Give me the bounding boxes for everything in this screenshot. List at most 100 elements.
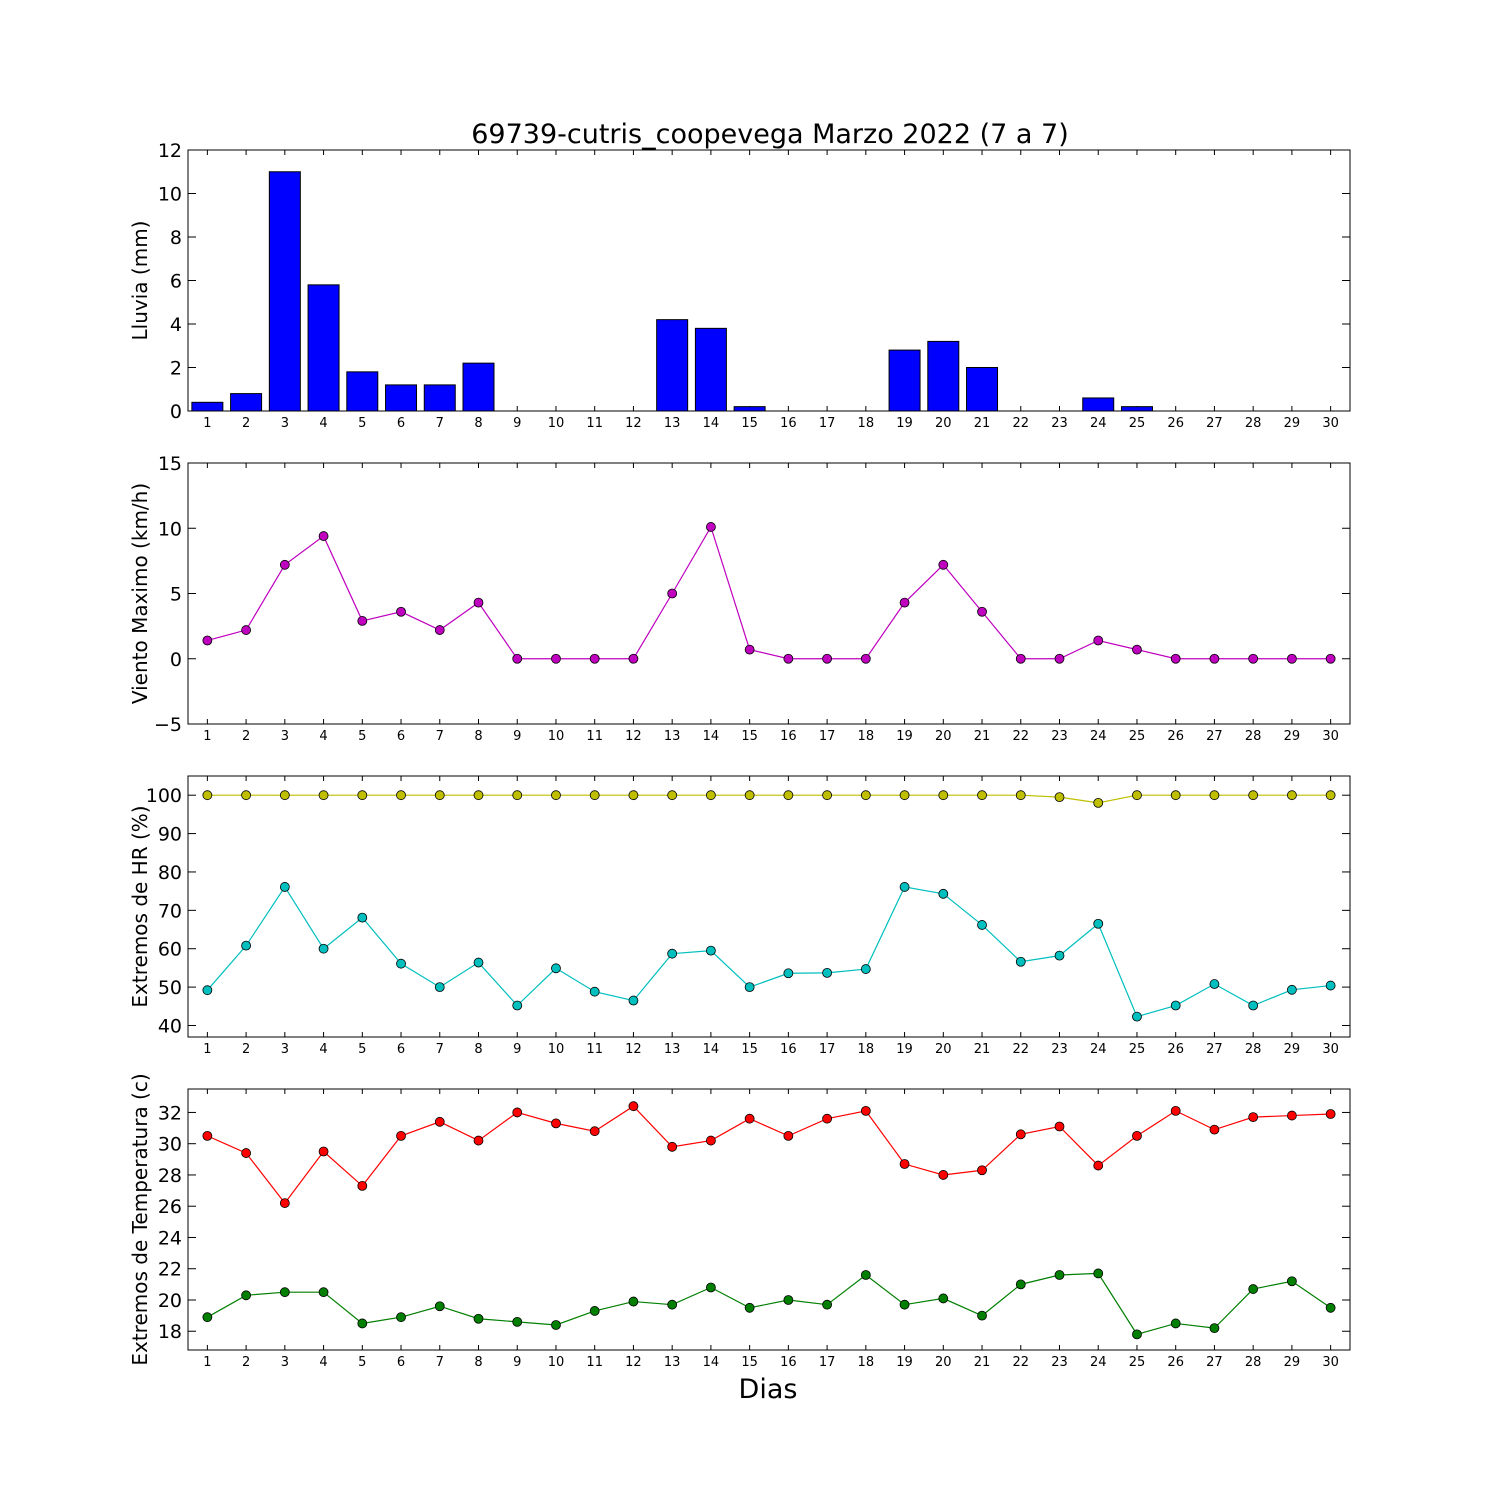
x-tick-label: 25 (1129, 1042, 1146, 1057)
series-2-point-day-7 (434, 982, 445, 993)
bar-day-13 (656, 319, 689, 412)
x-tick-label: 12 (625, 1355, 642, 1370)
series-2-point-day-22 (1015, 1279, 1026, 1290)
bar-day-8 (462, 362, 495, 412)
x-tick-label: 28 (1245, 1355, 1262, 1370)
y-tick-label: 50 (158, 977, 182, 999)
series-1-point-day-6 (396, 606, 406, 617)
series-1-point-day-8 (473, 597, 484, 608)
x-tick-label: 3 (281, 1355, 289, 1370)
x-tick-label: 14 (703, 1042, 720, 1057)
series-2-point-day-17 (822, 968, 832, 978)
series-1-point-day-16 (783, 1130, 794, 1141)
x-tick-label: 14 (703, 1355, 720, 1370)
x-tick-label: 26 (1167, 1355, 1184, 1370)
x-tick-label: 15 (741, 1042, 758, 1057)
series-1-point-day-9 (512, 790, 523, 801)
series-2-point-day-19 (899, 882, 910, 892)
x-tick-label: 26 (1167, 416, 1184, 431)
series-2-point-day-23 (1054, 950, 1065, 961)
series-2-point-day-14 (706, 945, 716, 956)
x-tick-label: 23 (1051, 416, 1068, 431)
x-tick-label: 11 (586, 729, 603, 744)
series-1-point-day-20 (938, 559, 949, 570)
series-1-point-day-16 (783, 790, 794, 801)
series-1-point-day-8 (473, 790, 484, 801)
series-1-point-day-12 (628, 653, 639, 664)
x-tick-label: 20 (935, 416, 952, 431)
x-tick-label: 21 (974, 1042, 991, 1057)
bar-day-21 (966, 367, 999, 412)
series-2-point-day-19 (899, 1299, 910, 1310)
series-1-point-day-30 (1325, 653, 1336, 664)
panel-3: 1 2 3 4 5 6 7 8 9 10 11 12 13 14 15 16 17 18 19 20 21 22 23 24 2… (128, 775, 1351, 1057)
series-1-point-day-13 (667, 1141, 678, 1152)
x-tick-label: 4 (319, 729, 327, 744)
series-2-point-day-30 (1325, 980, 1336, 991)
series-1-point-day-21 (977, 1165, 987, 1176)
x-tick-label: 9 (513, 1355, 521, 1370)
series-1-point-day-18 (860, 790, 871, 801)
series-2-point-day-15 (744, 982, 755, 993)
x-tick-label: 14 (703, 416, 720, 431)
series-2-point-day-18 (860, 1270, 871, 1280)
y-tick-label: 100 (146, 785, 182, 807)
series-1-point-day-29 (1287, 790, 1297, 801)
series-1-point-day-22 (1015, 653, 1026, 664)
series-1-point-day-29 (1287, 653, 1297, 664)
x-tick-label: 24 (1090, 729, 1107, 744)
series-1-point-day-5 (357, 1180, 368, 1191)
bar-day-15 (733, 406, 766, 412)
x-tick-label: 30 (1322, 1042, 1339, 1057)
x-tick-label: 23 (1051, 729, 1068, 744)
x-tick-label: 6 (397, 1355, 405, 1370)
series-2-point-day-3 (279, 1287, 290, 1298)
series-2-point-day-24 (1093, 918, 1104, 929)
y-axis-label: Lluvia (mm) (128, 221, 152, 341)
series-1-point-day-16 (783, 653, 794, 664)
x-tick-label: 1 (203, 416, 211, 431)
series-2-point-day-20 (938, 1293, 949, 1304)
x-tick-label: 30 (1322, 416, 1339, 431)
x-tick-label: 2 (242, 729, 250, 744)
series-1-point-day-21 (977, 790, 987, 801)
series-1-point-day-12 (628, 790, 639, 801)
series-1-point-day-2 (241, 1148, 252, 1158)
series-1-point-day-20 (938, 1170, 949, 1180)
y-tick-label: 22 (158, 1259, 182, 1281)
panels: 1 2 3 4 5 6 7 8 9 10 11 12 13 14 15 16 17 18 19 20 21 22 23 24 2… (128, 140, 1351, 1370)
x-tick-label: 1 (203, 1042, 211, 1057)
series-2-point-day-11 (589, 986, 600, 997)
y-tick-label: 4 (170, 314, 182, 336)
x-tick-label: 18 (858, 1042, 875, 1057)
y-tick-label: 8 (170, 227, 182, 249)
series-1-point-day-19 (899, 597, 910, 608)
series-1-point-day-25 (1132, 790, 1142, 801)
y-tick-label: 30 (158, 1134, 182, 1156)
series-1-point-day-25 (1132, 1130, 1142, 1141)
series-1-point-day-5 (357, 616, 368, 626)
series-2-point-day-16 (783, 1295, 794, 1305)
series-2-point-day-18 (860, 964, 871, 974)
series-1-point-day-19 (899, 790, 910, 801)
x-tick-label: 18 (858, 729, 875, 744)
bar-day-14 (694, 327, 727, 412)
series-2-point-day-26 (1170, 1318, 1181, 1329)
x-tick-label: 13 (664, 1355, 681, 1370)
bar-day-25 (1120, 406, 1153, 412)
x-tick-label: 17 (819, 1355, 836, 1370)
x-tick-label: 7 (436, 729, 444, 744)
x-tick-label: 15 (741, 1355, 758, 1370)
series-2-point-day-12 (628, 1296, 639, 1307)
y-tick-label: 28 (158, 1165, 182, 1187)
y-axis-label: Extremos de HR (%) (128, 805, 152, 1007)
y-tick-label: 15 (158, 453, 182, 475)
x-tick-label: 6 (397, 729, 405, 744)
series-1-point-day-20 (938, 790, 949, 801)
series-2-point-day-8 (473, 957, 484, 968)
series-1-point-day-13 (667, 588, 678, 599)
x-tick-label: 16 (780, 729, 797, 744)
series-2-point-day-9 (512, 1316, 523, 1327)
series-1-point-day-14 (706, 1135, 716, 1146)
